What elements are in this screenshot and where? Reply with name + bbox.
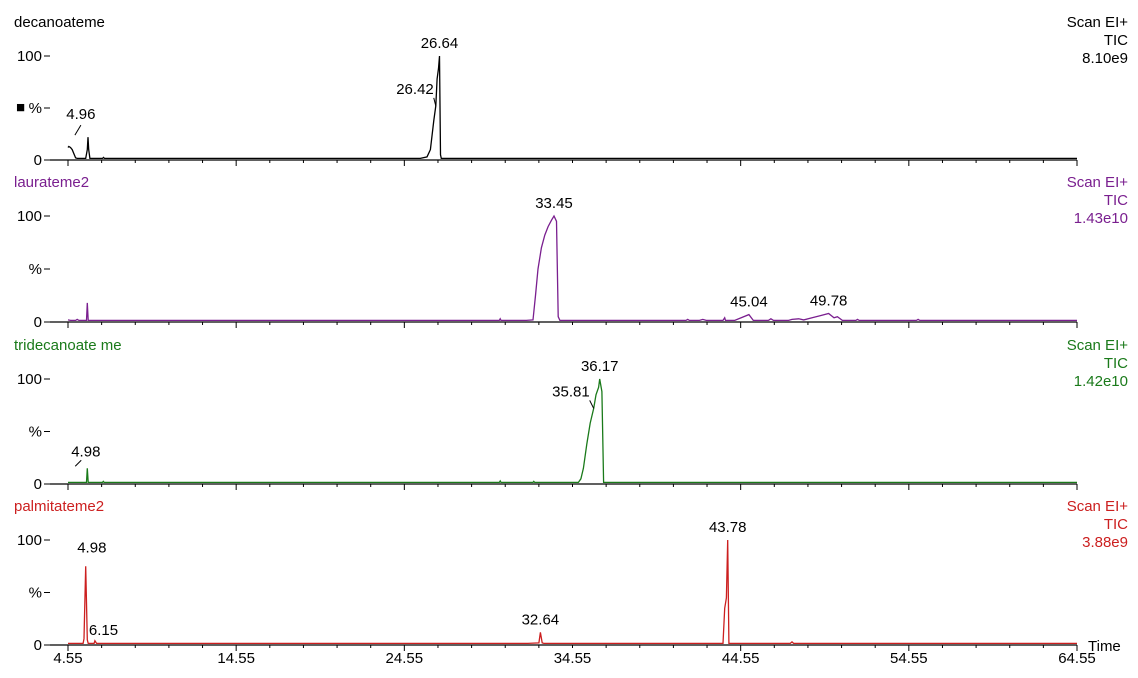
y-tick-label: 0 <box>34 476 42 493</box>
peak-label: 4.98 <box>77 539 106 556</box>
peak-leader-line <box>74 124 82 136</box>
peak-leader-line <box>74 459 82 467</box>
panel-title: palmitateme2 <box>14 498 104 515</box>
peak-label: 4.98 <box>71 443 100 460</box>
intensity-label: 8.10e9 <box>1082 50 1128 67</box>
y-tick-label: 0 <box>34 637 42 654</box>
panel-title: laurateme2 <box>14 174 89 191</box>
x-tick-label: 64.55 <box>1058 650 1096 667</box>
y-tick-label: % <box>29 424 42 441</box>
peak-label: 45.04 <box>730 294 768 311</box>
panel-title: tridecanoate me <box>14 337 122 354</box>
panel-title: decanoateme <box>14 14 105 31</box>
marker-square: ■ <box>16 99 25 116</box>
peak-leader-line <box>589 400 595 409</box>
intensity-label: 1.42e10 <box>1074 373 1128 390</box>
x-axis-title: Time <box>1088 638 1121 655</box>
peak-label: 49.78 <box>810 293 848 310</box>
peak-label: 43.78 <box>709 519 747 536</box>
peak-label: 36.17 <box>581 358 619 375</box>
x-tick-label: 54.55 <box>890 650 928 667</box>
scan-mode-label: Scan EI+ <box>1067 14 1129 31</box>
y-tick-label: 0 <box>34 152 42 169</box>
y-tick-label: 100 <box>17 532 42 549</box>
y-tick-label: 100 <box>17 48 42 65</box>
peak-label: 33.45 <box>535 195 573 212</box>
signal-label: TIC <box>1104 32 1128 49</box>
signal-label: TIC <box>1104 355 1128 372</box>
x-tick-label: 44.55 <box>722 650 760 667</box>
x-tick-label: 14.55 <box>217 650 255 667</box>
chromatogram-trace <box>68 378 1077 484</box>
peak-label: 26.64 <box>421 35 459 52</box>
y-tick-label: 100 <box>17 208 42 225</box>
chromatogram-trace <box>68 539 1077 645</box>
y-tick-label: 100 <box>17 371 42 388</box>
scan-mode-label: Scan EI+ <box>1067 337 1129 354</box>
scan-mode-label: Scan EI+ <box>1067 174 1129 191</box>
peak-leader-line <box>433 97 437 107</box>
peak-label: 4.96 <box>66 106 95 123</box>
chromatogram-trace <box>67 214 1077 322</box>
signal-label: TIC <box>1104 192 1128 209</box>
y-tick-label: % <box>29 585 42 602</box>
y-tick-label: 0 <box>34 314 42 331</box>
x-tick-label: 4.55 <box>53 650 82 667</box>
peak-label: 6.15 <box>89 622 118 639</box>
x-tick-label: 34.55 <box>554 650 592 667</box>
peak-label: 32.64 <box>522 611 560 628</box>
intensity-label: 1.43e10 <box>1074 210 1128 227</box>
signal-label: TIC <box>1104 516 1128 533</box>
x-tick-label: 24.55 <box>386 650 424 667</box>
chromatogram-trace <box>67 55 1077 160</box>
y-tick-label: % <box>29 100 42 117</box>
peak-label: 35.81 <box>552 383 590 400</box>
intensity-label: 3.88e9 <box>1082 534 1128 551</box>
scan-mode-label: Scan EI+ <box>1067 498 1129 515</box>
y-tick-label: % <box>29 261 42 278</box>
peak-label: 26.42 <box>396 81 434 98</box>
